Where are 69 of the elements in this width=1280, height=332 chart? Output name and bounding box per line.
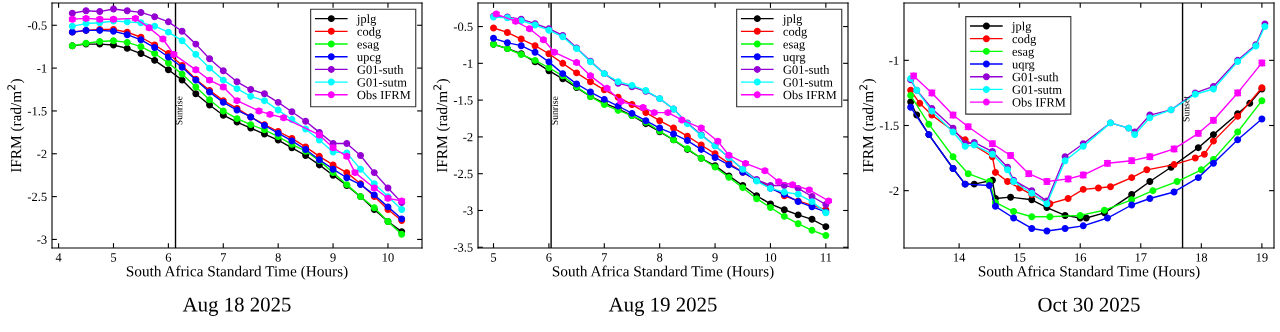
legend-label: codg	[357, 27, 381, 39]
x-tick-label: 19	[1256, 253, 1268, 262]
legend-label: codg	[783, 27, 807, 39]
x-axis-title: South Africa Standard Time (Hours)	[978, 265, 1200, 280]
y-axis-title: IFRM (rad/m$^{2}$)	[7, 79, 25, 173]
legend-label: esag	[783, 41, 805, 52]
x-tick-label: 5	[491, 253, 497, 262]
y-tick-label: -2	[463, 132, 473, 142]
y-axis-title: IFRM (rad/m$^{2}$)	[859, 79, 877, 173]
y-tick-label: -2	[889, 186, 899, 195]
x-tick-label: 11	[820, 253, 832, 262]
y-tick-label: -1.5	[879, 121, 899, 131]
y-tick-label: -3	[463, 206, 473, 215]
y-tick-label: -2	[37, 149, 47, 159]
ref-line-label: Sunrise	[551, 96, 558, 125]
x-tick-label: 10	[765, 253, 777, 262]
x-tick-label: 6	[546, 253, 552, 262]
x-tick-label: 14	[953, 253, 966, 262]
legend-label: G01-suth	[357, 65, 404, 74]
legend-label: G01-suth	[1012, 72, 1059, 82]
legend-label: jplg	[782, 14, 803, 26]
x-tick-label: 8	[657, 253, 663, 262]
legend-label: G01-suth	[783, 65, 830, 74]
y-tick-label: -1.5	[453, 96, 473, 105]
legend-label: G01-sutm	[1012, 85, 1062, 94]
legend-label: jplg	[356, 14, 377, 26]
x-tick-label: 16	[1075, 253, 1087, 262]
legend-label: uqrg	[783, 54, 806, 64]
legend-label: upcg	[357, 54, 381, 64]
x-tick-label: 10	[382, 253, 394, 262]
text: Aug 19 2025	[608, 297, 717, 316]
x-tick-label: 15	[1014, 253, 1026, 262]
x-tick-label: 17	[1135, 253, 1147, 262]
legend-label: jplg	[1011, 21, 1032, 34]
legend-label: uqrg	[1012, 62, 1035, 72]
y-tick-label: -2.5	[453, 169, 473, 179]
ref-line-label: Sunrise	[175, 96, 183, 125]
y-tick-label: -1.5	[27, 107, 47, 116]
y-tick-label: -0.5	[27, 21, 47, 30]
x-tick-label: 9	[330, 253, 336, 262]
legend-label: esag	[357, 41, 379, 52]
legend-label: Obs IFRM	[357, 90, 411, 100]
y-tick-label: -3.5	[453, 243, 473, 252]
legend-label: Obs IFRM	[783, 90, 837, 100]
legend-label: esag	[1012, 49, 1034, 59]
text: Aug 18 2025	[182, 297, 291, 316]
x-tick-label: 4	[55, 253, 62, 262]
x-tick-label: 7	[220, 253, 227, 262]
legend-label: Obs IFRM	[1012, 97, 1066, 107]
ref-line-label: Sunset	[1182, 96, 1190, 122]
legend-label: codg	[1012, 34, 1037, 46]
x-axis-title: South Africa Standard Time (Hours)	[126, 265, 348, 280]
x-tick-label: 5	[111, 253, 117, 262]
x-axis-title: South Africa Standard Time (Hours)	[552, 265, 774, 280]
y-tick-label: -1	[37, 64, 47, 73]
x-tick-label: 6	[165, 253, 172, 262]
y-axis-title: IFRM (rad/m$^{2}$)	[433, 79, 451, 173]
text: Oct 30 2025	[1038, 297, 1140, 312]
x-tick-label: 9	[712, 253, 718, 262]
legend-label: G01-sutm	[783, 78, 833, 87]
y-tick-label: -3	[37, 235, 47, 244]
y-tick-label: -0.5	[453, 22, 473, 32]
x-tick-label: 8	[275, 253, 281, 262]
y-tick-label: -2.5	[27, 192, 47, 202]
legend-label: G01-sutm	[357, 78, 407, 87]
y-tick-label: -1	[889, 56, 899, 65]
x-tick-label: 18	[1196, 253, 1208, 262]
x-tick-label: 7	[601, 253, 608, 262]
y-tick-label: -1	[463, 59, 473, 68]
